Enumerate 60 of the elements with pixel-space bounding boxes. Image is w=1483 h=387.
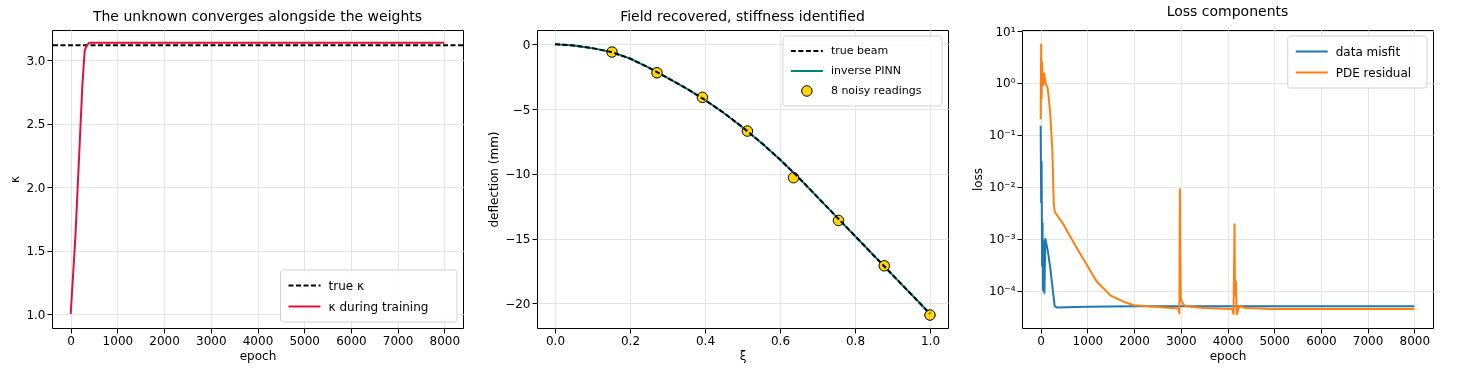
y-tick-label: 10⁻³	[989, 232, 1016, 247]
y-tick-label: 1.0	[26, 307, 46, 322]
x-tick-label: 1.0	[920, 333, 941, 348]
y-tick-label: 0	[522, 37, 531, 52]
y-tick-label: −15	[505, 232, 531, 247]
x-tick-label: 5000	[289, 333, 320, 348]
legend-label: true κ	[328, 278, 365, 293]
x-tick-label: 1000	[1072, 333, 1104, 348]
y-tick-label: 2.5	[26, 117, 46, 132]
x-tick-label: 7000	[1352, 333, 1384, 348]
x-axis-title: ξ	[739, 348, 747, 363]
x-tick-label: 4000	[1212, 333, 1244, 348]
x-tick-label: 4000	[242, 333, 274, 348]
y-tick-label: 10⁻¹	[989, 128, 1016, 143]
y-tick-label: −20	[505, 296, 531, 311]
legend-label: PDE residual	[1335, 65, 1412, 80]
x-tick-label: 0.8	[845, 333, 866, 348]
x-tick-label: 8000	[1399, 333, 1431, 348]
y-tick-label: 1.5	[26, 244, 46, 259]
legend-label: inverse PINN	[830, 64, 902, 77]
x-tick-label: 0.6	[770, 333, 791, 348]
x-tick-label: 5000	[1259, 333, 1290, 348]
chart-title: The unknown converges alongside the weights	[91, 8, 423, 24]
x-tick-label: 0	[1037, 333, 1045, 348]
y-tick-label: 10⁻²	[989, 180, 1016, 195]
x-tick-label: 6000	[1306, 333, 1337, 348]
x-tick-label: 0.0	[545, 333, 566, 348]
x-tick-label: 3000	[196, 333, 227, 348]
line-series	[69, 41, 446, 316]
y-tick-label: 10¹	[995, 24, 1016, 39]
y-tick-label: −10	[505, 167, 531, 182]
x-axis-title: epoch	[1209, 348, 1247, 363]
y-axis-title: loss	[971, 167, 986, 192]
x-tick-label: 0	[67, 333, 75, 348]
x-tick-label: 3000	[1166, 333, 1197, 348]
line-series	[1039, 43, 1416, 316]
x-tick-label: 0.2	[620, 333, 641, 348]
legend-label: data misfit	[1335, 44, 1401, 59]
chart-title: Loss components	[1166, 3, 1289, 20]
x-axis-title: epoch	[239, 348, 277, 363]
y-axis-title: κ	[8, 175, 23, 184]
y-tick-label: 3.0	[26, 53, 46, 68]
y-tick-label: 2.0	[26, 180, 46, 195]
chart-title: Field recovered, stiffness identified	[620, 8, 865, 24]
x-tick-label: 8000	[429, 333, 461, 348]
x-tick-label: 7000	[382, 333, 414, 348]
y-tick-label: 10⁻⁴	[989, 284, 1016, 299]
y-tick-label: −5	[512, 102, 531, 117]
line-series	[1039, 124, 1416, 309]
legend-label: κ during training	[328, 299, 429, 314]
y-axis-title: deflection (mm)	[487, 131, 502, 228]
legend-label: true beam	[830, 44, 889, 57]
y-tick-label: 10⁰	[995, 76, 1016, 91]
x-tick-label: 0.4	[695, 333, 716, 348]
legend-label: 8 noisy readings	[830, 84, 922, 97]
x-tick-label: 1000	[102, 333, 134, 348]
x-tick-label: 2000	[149, 333, 180, 348]
x-tick-label: 2000	[1119, 333, 1150, 348]
point	[924, 309, 936, 321]
x-tick-label: 6000	[336, 333, 367, 348]
